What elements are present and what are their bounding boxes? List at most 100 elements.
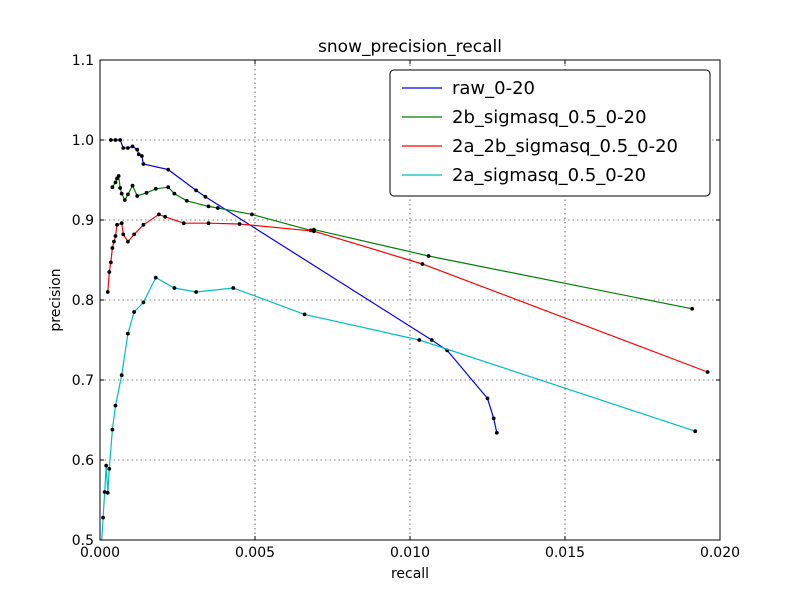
data-point: [206, 204, 211, 209]
data-point: [108, 260, 113, 265]
data-point: [105, 290, 110, 294]
data-point: [163, 214, 168, 219]
data-point: [110, 185, 115, 190]
data-point: [108, 138, 113, 142]
data-point: [126, 239, 130, 244]
data-point: [166, 167, 171, 172]
data-point: [107, 466, 112, 471]
data-point: [135, 194, 140, 198]
series-line: [111, 174, 693, 310]
data-point: [237, 222, 242, 226]
grid-lines: [100, 60, 720, 540]
axis-ticks: 0.000 0.005 0.010 0.015 0.020 0.5 0.6 0.7 0.8 0.9…: [72, 53, 740, 561]
legend-label: 2a_2b_sigmasq_0.5_0-20: [452, 136, 678, 157]
data-point: [113, 403, 118, 408]
data-point: [491, 416, 496, 421]
data-point: [417, 338, 422, 342]
data-point: [194, 188, 199, 193]
data-point: [110, 246, 115, 250]
data-point: [426, 254, 431, 258]
data-point: [157, 212, 161, 217]
data-point: [121, 146, 126, 150]
data-point: [494, 430, 499, 435]
series-0: [108, 138, 499, 435]
data-point: [194, 290, 199, 294]
y-tick-label: 1.0: [72, 133, 94, 149]
data-point: [119, 191, 124, 196]
data-point: [153, 186, 158, 191]
data-point: [116, 174, 121, 178]
x-axis-label: recall: [391, 566, 429, 582]
data-point: [107, 270, 112, 274]
data-point: [130, 144, 135, 149]
data-point: [141, 222, 146, 227]
data-point: [231, 286, 236, 290]
data-point: [172, 191, 177, 196]
data-point: [181, 221, 186, 226]
data-point: [121, 232, 126, 237]
legend-label: 2a_sigmasq_0.5_0-20: [452, 165, 646, 186]
y-tick-label: 0.7: [72, 373, 94, 389]
data-point: [141, 300, 146, 305]
x-tick-label: 0.020: [700, 545, 740, 561]
data-point: [119, 221, 124, 226]
y-tick-label: 0.6: [72, 453, 94, 469]
legend-box: [389, 69, 711, 197]
data-point: [312, 229, 316, 234]
y-axis-label: precision: [48, 268, 64, 331]
data-point: [132, 310, 137, 314]
data-point: [130, 183, 135, 188]
y-tick-label: 1.1: [72, 53, 94, 69]
data-point: [126, 331, 130, 336]
data-point: [112, 239, 116, 244]
data-point: [172, 286, 177, 290]
data-point: [135, 147, 140, 152]
data-point: [122, 198, 127, 202]
data-point: [166, 185, 171, 190]
data-point: [153, 275, 158, 280]
legend-label: 2b_sigmasq_0.5_0-20: [452, 107, 647, 128]
data-point: [429, 338, 434, 342]
data-point: [113, 180, 118, 185]
data-point: [113, 138, 118, 142]
data-point: [126, 146, 130, 150]
data-point: [105, 490, 110, 495]
data-point: [203, 194, 208, 199]
data-point: [250, 212, 254, 217]
data-point: [126, 192, 130, 197]
data-point: [693, 429, 698, 434]
data-point: [136, 152, 141, 157]
data-point: [420, 262, 425, 266]
data-point: [119, 373, 124, 378]
series-2: [105, 212, 710, 374]
series-3: [101, 275, 698, 540]
data-point: [118, 186, 123, 190]
legend: raw_0-20 2b_sigmasq_0.5_0-20 2a_2b_sigmasq…: [389, 69, 711, 197]
data-point: [139, 154, 144, 158]
y-tick-label: 0.9: [72, 213, 94, 229]
data-point: [115, 222, 119, 227]
data-point: [705, 370, 710, 374]
data-point: [184, 198, 189, 203]
y-tick-label: 0.5: [72, 533, 94, 549]
data-point: [102, 490, 107, 494]
x-tick-label: 0.010: [390, 545, 430, 561]
data-point: [110, 427, 115, 432]
data-point: [101, 515, 105, 520]
data-point: [144, 190, 149, 195]
data-point: [215, 206, 220, 210]
data-point: [118, 138, 123, 142]
data-point: [132, 232, 137, 237]
y-tick-label: 0.8: [72, 293, 94, 309]
x-tick-label: 0.000: [80, 545, 120, 561]
data-point: [141, 162, 146, 166]
data-point: [690, 306, 694, 311]
chart-title: snow_precision_recall: [318, 37, 502, 57]
series-lines: [101, 138, 710, 540]
data-point: [104, 463, 109, 468]
x-tick-label: 0.015: [545, 545, 585, 561]
data-point: [485, 396, 490, 401]
data-point: [113, 234, 118, 238]
